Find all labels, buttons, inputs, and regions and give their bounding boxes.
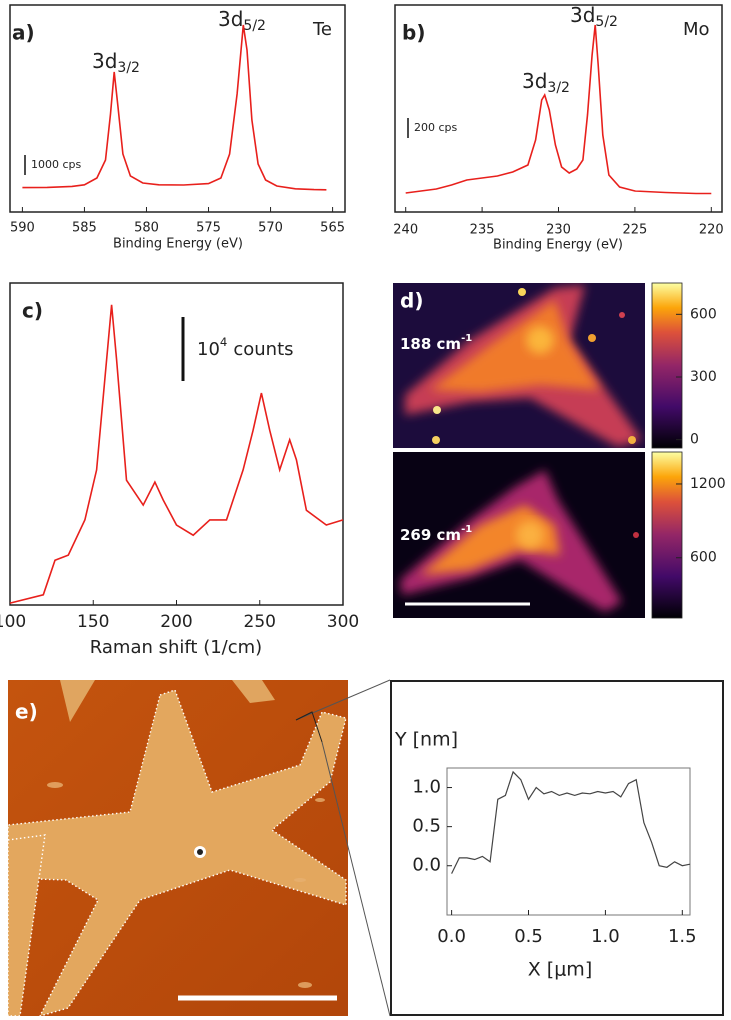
peak-annotation: 3d3/2 (522, 69, 570, 97)
peak-sub: 5/2 (243, 18, 266, 34)
peak-annotation: 3d5/2 (570, 3, 618, 31)
x-tick-label: 580 (134, 221, 159, 236)
y-tick-label: 0.5 (412, 816, 441, 837)
peak-sub: 3/2 (117, 60, 140, 76)
connector (295, 679, 391, 721)
peak-text: 3d (522, 69, 547, 93)
colorbar-tick-label: 600 (690, 306, 717, 322)
raman-map-269 (393, 452, 645, 618)
x-tick-label: 235 (470, 223, 495, 238)
scale-bar-text: 1000 cps (31, 158, 82, 171)
x-tick-label: 240 (393, 223, 418, 238)
plot-frame (446, 767, 691, 916)
x-tick-label: 0.5 (514, 926, 543, 947)
scale-bar-label: 200 cps (414, 121, 458, 134)
element-label: Mo (683, 19, 710, 40)
scale-bar-sup: 4 (220, 335, 227, 349)
scale-bar-label: 1000 cps (31, 158, 82, 171)
x-axis-label: X [μm] (528, 959, 592, 981)
colorbar-tick-label: 600 (690, 550, 717, 566)
colorbar (651, 282, 683, 449)
data-line (451, 770, 691, 874)
colorbar-tick-label: 1200 (690, 476, 726, 492)
y-tick-label: 0.0 (412, 855, 441, 876)
afm-image (8, 680, 348, 1016)
x-tick-label: 300 (327, 612, 359, 632)
x-tick-label: 230 (546, 223, 571, 238)
x-tick-label: 150 (77, 612, 109, 632)
scale-bar-unit: counts (233, 339, 293, 360)
map-label-sup: -1 (461, 524, 472, 535)
colorbar-tick-label: 300 (690, 369, 717, 385)
x-tick-label: 590 (10, 221, 35, 236)
x-tick-label: 575 (196, 221, 221, 236)
map-label-sup: -1 (461, 333, 472, 344)
x-tick-label: 250 (244, 612, 276, 632)
y-tick-label: 1.0 (412, 777, 441, 798)
connector (321, 741, 391, 1017)
profile-line (295, 711, 323, 743)
data-line (405, 24, 712, 195)
peak-text: 3d (92, 49, 117, 73)
map-label: 269 cm-1 (400, 524, 472, 544)
x-tick-label: 100 (0, 612, 26, 632)
x-tick-label: 220 (699, 223, 724, 238)
panel-label: d) (400, 289, 423, 313)
x-tick-label: 225 (622, 223, 647, 238)
raman-map-188 (393, 283, 645, 448)
panel-label: c) (22, 299, 43, 323)
x-tick-label: 0.0 (437, 926, 466, 947)
x-tick-label: 1.0 (591, 926, 620, 947)
colorbar (651, 451, 683, 619)
x-tick-label: 565 (320, 221, 345, 236)
map-label: 188 cm-1 (400, 333, 472, 353)
map-label-text: 188 cm (400, 335, 461, 353)
x-axis-label: Binding Energy (eV) (113, 237, 243, 252)
x-axis-label: Raman shift (1/cm) (90, 637, 262, 658)
data-line (22, 24, 327, 191)
plot-frame (394, 4, 723, 213)
scale-bar-text: 10 (197, 339, 220, 360)
x-tick-label: 1.5 (668, 926, 697, 947)
plot-frame (9, 282, 344, 606)
x-tick-label: 585 (72, 221, 97, 236)
map-label-text: 269 cm (400, 526, 461, 544)
plot-frame (9, 4, 346, 213)
data-line (9, 304, 344, 604)
x-axis-label: Binding Energy (eV) (493, 238, 623, 253)
peak-text: 3d (218, 7, 243, 31)
panel-label: b) (402, 21, 425, 45)
element-label: Te (312, 19, 332, 40)
inset-frame (390, 680, 724, 1016)
x-tick-label: 200 (160, 612, 192, 632)
scale-bar-text: 200 cps (414, 121, 458, 134)
peak-text: 3d (570, 3, 595, 27)
scale-bar-label: 104 counts (197, 335, 294, 361)
panel-label: e) (15, 700, 38, 724)
peak-annotation: 3d5/2 (218, 7, 266, 35)
colorbar-tick-label: 0 (690, 432, 699, 448)
y-axis-label: Y [nm] (394, 729, 458, 751)
x-tick-label: 570 (258, 221, 283, 236)
peak-sub: 5/2 (595, 14, 618, 30)
peak-annotation: 3d3/2 (92, 49, 140, 77)
peak-sub: 3/2 (547, 80, 570, 96)
panel-label: a) (12, 21, 35, 45)
